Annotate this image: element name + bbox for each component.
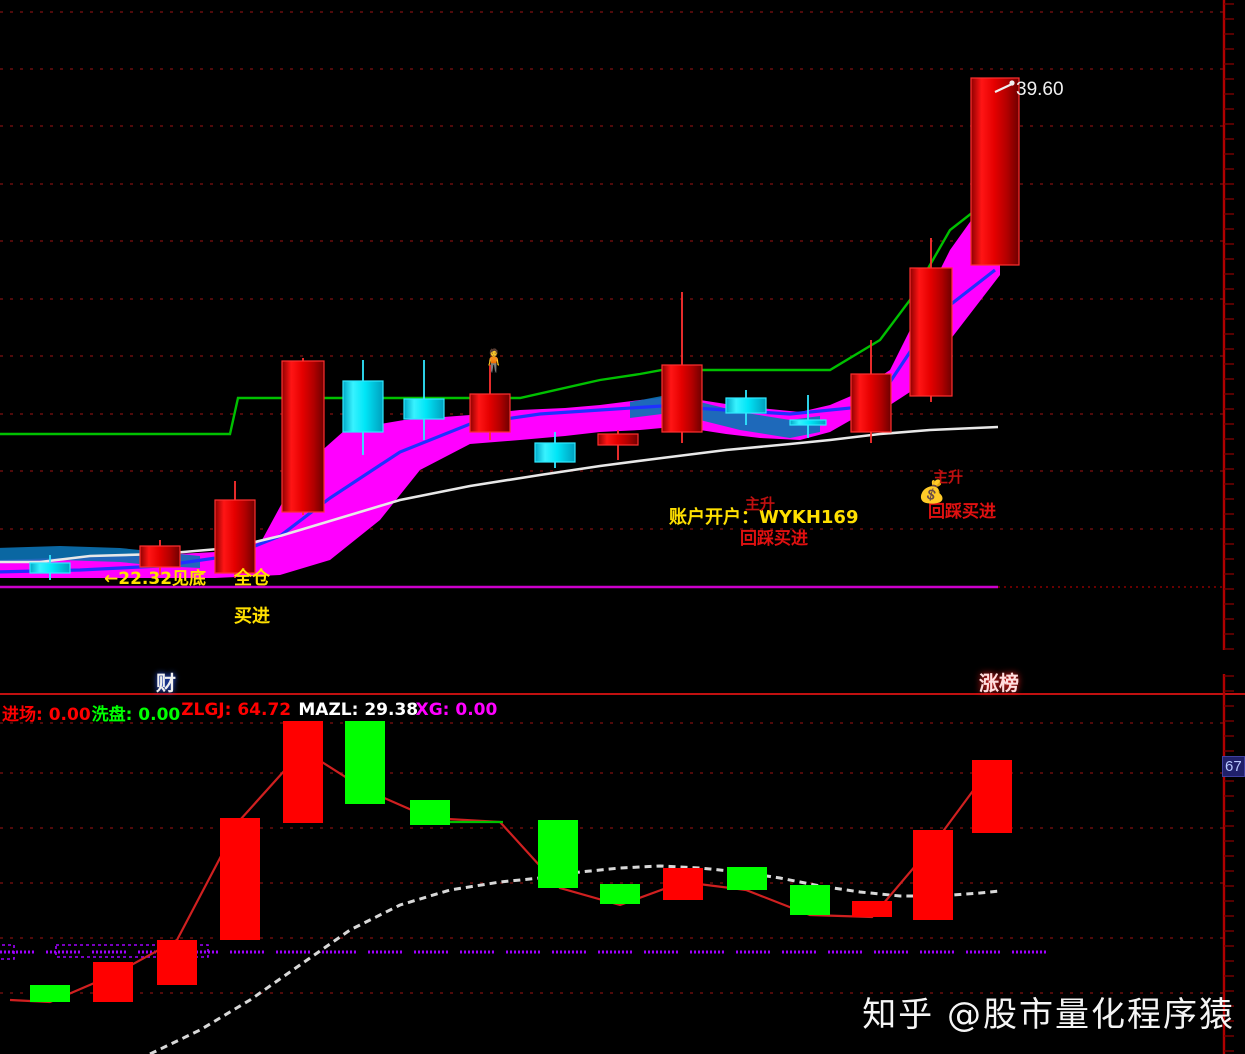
pullback-buy-right: 回踩买进 bbox=[928, 502, 996, 522]
stick-figure-icon: 🧍 bbox=[480, 348, 508, 373]
sub-bar bbox=[220, 818, 260, 940]
main-price-chart[interactable] bbox=[0, 0, 1245, 650]
candlestick bbox=[597, 430, 639, 460]
account-open: 账户开户：WYKH169 bbox=[669, 507, 859, 528]
last-price-label: 39.60 bbox=[1016, 79, 1064, 100]
sub-bar bbox=[727, 867, 767, 890]
sub-bar bbox=[30, 985, 70, 1002]
full-position: 全仓 bbox=[234, 568, 270, 589]
sub-bar bbox=[663, 868, 703, 900]
buy-label: 买进 bbox=[234, 606, 270, 627]
sub-bar bbox=[157, 940, 197, 985]
sub-bar bbox=[410, 800, 450, 825]
sub-axis-value-tag: 67 bbox=[1222, 756, 1245, 777]
ma-white-line bbox=[0, 425, 999, 564]
candlestick bbox=[342, 360, 384, 455]
candlestick bbox=[534, 432, 576, 468]
candlestick bbox=[29, 555, 71, 580]
sub-ma-dashed-line bbox=[149, 864, 1001, 1054]
sub-bar bbox=[538, 820, 578, 888]
sub-bar bbox=[345, 721, 385, 804]
ma-green-line bbox=[0, 194, 996, 436]
indicator-进场[interactable]: 进场: 0.00 bbox=[2, 705, 91, 725]
candlestick bbox=[970, 77, 1020, 266]
indicator-洗盘[interactable]: 洗盘: 0.00 bbox=[91, 705, 181, 725]
main-rise-right: 主升 bbox=[933, 468, 964, 486]
candlestick bbox=[725, 390, 767, 425]
candlestick bbox=[139, 540, 181, 575]
price-pointer-arrow bbox=[994, 83, 1013, 93]
sub-bar bbox=[790, 885, 830, 915]
indicator-mazl[interactable]: MAZL: 29.38 bbox=[298, 700, 419, 720]
candlestick bbox=[661, 292, 703, 443]
watermark: 知乎 @股市量化程序猿 bbox=[862, 995, 1235, 1035]
sub-bar bbox=[600, 884, 640, 904]
candlestick bbox=[909, 238, 953, 402]
sub-bar bbox=[913, 830, 953, 920]
sub-bar bbox=[93, 962, 133, 1002]
pullback-buy-center: 回踩买进 bbox=[740, 529, 808, 549]
candlestick bbox=[403, 360, 445, 440]
sub-indicator-chart[interactable] bbox=[0, 674, 1245, 1054]
candlestick bbox=[850, 340, 892, 443]
candlestick bbox=[281, 358, 325, 515]
sub-bar bbox=[283, 721, 323, 823]
candlestick bbox=[214, 481, 256, 578]
candlestick bbox=[469, 365, 511, 440]
sub-bar bbox=[852, 901, 892, 917]
sub-panel-title-right: 涨榜 bbox=[979, 671, 1019, 695]
sub-panel-title-left: 财 bbox=[156, 671, 176, 695]
indicator-xg[interactable]: XG: 0.00 bbox=[415, 700, 498, 720]
candlestick bbox=[789, 395, 827, 438]
main-rise-center: 主升 bbox=[745, 495, 776, 513]
bottom-call: ←22.32见底 bbox=[104, 569, 207, 589]
indicator-zlgj[interactable]: ZLGJ: 64.72 bbox=[181, 700, 292, 720]
sub-bar bbox=[972, 760, 1012, 833]
money-bag-icon: 💰 bbox=[918, 479, 946, 504]
purple-box bbox=[55, 944, 209, 958]
